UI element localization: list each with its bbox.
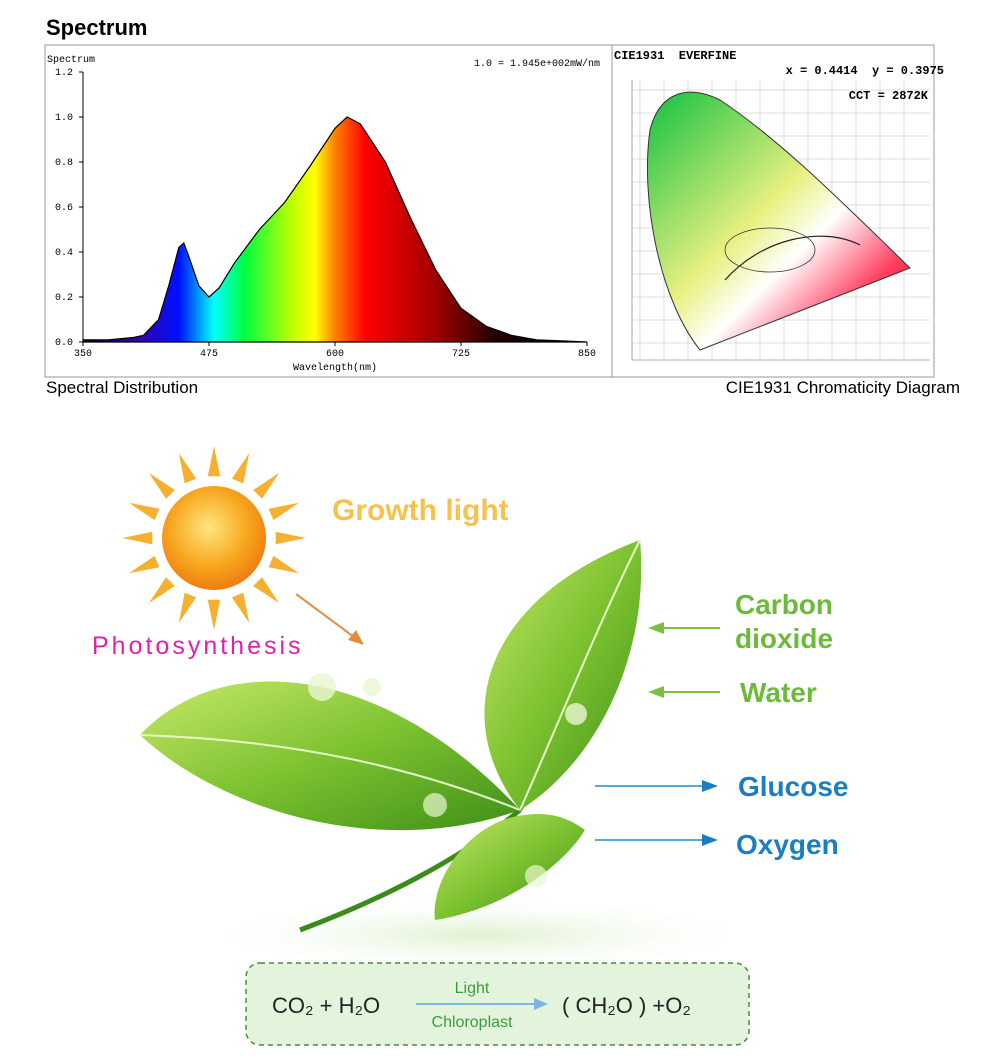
caption-right: CIE1931 Chromaticity Diagram: [726, 378, 960, 397]
sun-ray: [268, 555, 299, 574]
equation-right: ( CH₂O ) +O₂: [562, 993, 691, 1018]
planckian-locus: [724, 235, 861, 281]
reaction-arrow-head: [534, 998, 548, 1010]
sun-ray: [148, 472, 175, 499]
arrows: [595, 622, 720, 846]
x-tick-label: 475: [200, 349, 218, 360]
water-label: Water: [740, 677, 817, 708]
glucose-label: Glucose: [738, 771, 848, 802]
x-tick-label: 350: [74, 349, 92, 360]
y-axis-label: Spectrum: [47, 55, 95, 66]
x-tick-label: 725: [452, 349, 470, 360]
cie-grid: [631, 80, 930, 361]
x-tick-label: 850: [578, 349, 596, 360]
sun-ray: [207, 599, 221, 630]
heading: Spectrum: [46, 15, 147, 40]
sun-ray: [268, 502, 299, 521]
sun-ray: [253, 472, 280, 499]
y-tick-label: 0.0: [55, 338, 73, 349]
sun-ray: [122, 531, 153, 545]
sun-ray: [231, 453, 250, 484]
cie-title: CIE1931 EVERFINE: [614, 49, 736, 63]
growth-light: Growth light: [332, 494, 509, 527]
cie-coordinates: x = 0.4414 y = 0.3975: [786, 64, 944, 78]
chromaticity-locus: [646, 91, 911, 351]
y-tick-label: 1.2: [55, 68, 73, 79]
x-tick-label: 600: [326, 349, 344, 360]
caption-left: Spectral Distribution: [46, 378, 198, 397]
cie-region: [724, 227, 816, 273]
sun-ray: [129, 555, 160, 574]
y-tick-label: 0.2: [55, 293, 73, 304]
cct: CCT = 2872K: [849, 89, 929, 103]
sun-rays: [122, 446, 306, 630]
annotation: 1.0 = 1.945e+002mW/nm: [474, 58, 600, 70]
sun-arrow: [295, 593, 359, 641]
equation-bottom: Chloroplast: [432, 1014, 513, 1031]
sun-ray: [253, 577, 280, 604]
spectrum-chart: Spectrum 1.0 = 1.945e+002mW/nm Wavelengt…: [47, 55, 600, 374]
sun: [162, 486, 266, 590]
oxygen-label: Oxygen: [736, 829, 839, 860]
x-axis-label: Wavelength(nm): [293, 362, 377, 374]
sun-ray: [178, 453, 197, 484]
y-tick-label: 1.0: [55, 113, 73, 124]
plant: [139, 539, 642, 933]
dioxide-label: dioxide: [735, 623, 833, 654]
equation-left: CO₂ + H₂O: [272, 993, 380, 1018]
sun-ray: [129, 502, 160, 521]
sun-ray: [207, 446, 221, 477]
equation-top: Light: [455, 980, 490, 997]
ground-glow: [180, 895, 780, 975]
sun-ray: [178, 592, 197, 623]
photosynthesis: Photosynthesis: [92, 632, 304, 660]
carbon-label: Carbon: [735, 589, 833, 620]
spectrum-area: [82, 116, 588, 343]
sun-arrow-head: [348, 630, 364, 645]
y-tick-label: 0.6: [55, 203, 73, 214]
sun-ray: [231, 592, 250, 623]
sun-ray: [275, 531, 306, 545]
y-tick-label: 0.8: [55, 158, 73, 169]
sun-ray: [148, 577, 175, 604]
y-tick-label: 0.4: [55, 248, 73, 259]
